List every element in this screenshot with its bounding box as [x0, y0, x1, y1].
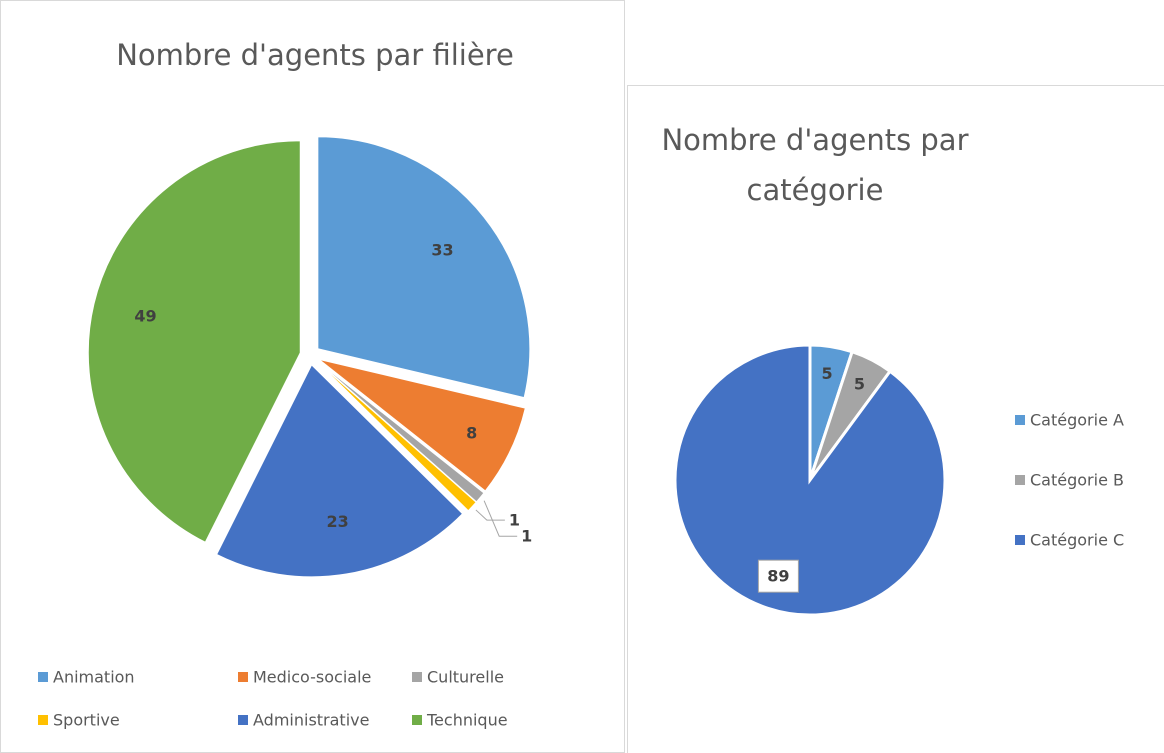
pie-slice: [318, 358, 526, 492]
legend-label: Catégorie C: [1030, 531, 1124, 550]
pie-slice: [216, 364, 464, 578]
data-label: 33: [431, 241, 453, 260]
data-label: 5: [821, 364, 832, 383]
legend-label: Catégorie B: [1030, 471, 1124, 490]
chart-border: [627, 85, 1164, 753]
legend-label: Catégorie A: [1030, 411, 1124, 430]
legend-label: Culturelle: [427, 668, 504, 687]
legend-swatch: [238, 715, 248, 725]
data-label: 1: [509, 511, 520, 530]
data-label: 49: [134, 307, 156, 326]
legend-swatch: [38, 672, 48, 682]
chart-title: Nombre d'agents par filière: [116, 38, 514, 72]
legend-swatch: [1015, 415, 1025, 425]
pie-slice: [87, 140, 301, 543]
legend-label: Administrative: [253, 711, 369, 730]
legend-swatch: [1015, 475, 1025, 485]
data-label: 1: [521, 527, 532, 546]
legend-swatch: [38, 715, 48, 725]
data-label: 5: [854, 375, 865, 394]
legend-swatch: [1015, 535, 1025, 545]
pie-slice: [316, 361, 477, 512]
legend-label: Sportive: [53, 711, 120, 730]
legend-label: Medico-sociale: [253, 668, 371, 687]
chart-title: Nombre d'agents par catégorie: [661, 123, 969, 207]
data-label: 8: [466, 424, 477, 443]
legend-swatch: [412, 715, 422, 725]
legend-swatch: [238, 672, 248, 682]
data-label: 23: [326, 512, 348, 531]
legend-swatch: [412, 672, 422, 682]
leader-line: [475, 509, 505, 521]
pie-slice: [673, 343, 947, 617]
leader-line: [483, 500, 518, 537]
pie-slice: [317, 136, 531, 399]
data-label-box: [757, 559, 799, 593]
data-label: 89: [767, 567, 789, 586]
legend-label: Animation: [53, 668, 135, 687]
legend-label: Technique: [426, 711, 508, 730]
pie-slice: [317, 361, 485, 503]
